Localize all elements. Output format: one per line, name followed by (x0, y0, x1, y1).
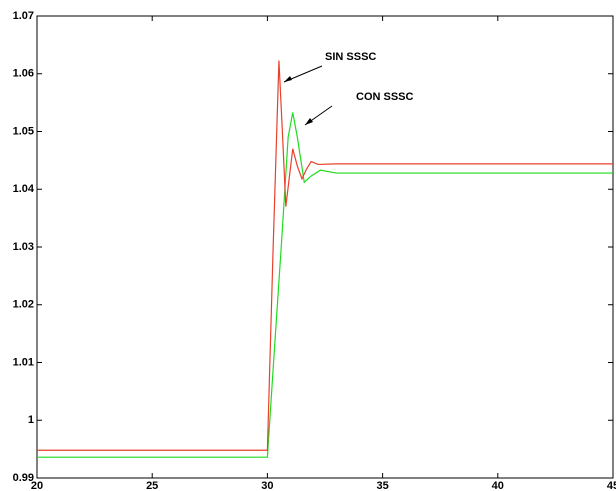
y-tick-label: 1.04 (13, 183, 35, 195)
y-tick-label: 1.07 (13, 10, 34, 22)
y-tick-label: 1.06 (13, 68, 34, 80)
x-tick-label: 45 (607, 480, 616, 491)
annotation: CON SSSC (356, 91, 414, 103)
x-tick-label: 25 (146, 480, 158, 491)
y-tick-label: 1.01 (13, 356, 34, 368)
line-series (37, 112, 613, 458)
arrow-head (284, 76, 292, 82)
annotation: SIN SSSC (325, 51, 376, 63)
y-tick-label: 1.02 (13, 299, 34, 311)
x-tick-label: 40 (492, 480, 504, 491)
y-tick-label: 1 (28, 414, 34, 426)
arrow-head (305, 118, 313, 125)
x-tick-label: 20 (31, 480, 43, 491)
y-tick-label: 0.99 (13, 472, 34, 484)
x-tick-label: 35 (376, 480, 388, 491)
line-series (37, 60, 613, 451)
x-tick-label: 30 (261, 480, 273, 491)
plot-frame (36, 15, 614, 479)
y-tick-label: 1.03 (13, 241, 34, 253)
y-tick-label: 1.05 (13, 125, 34, 137)
